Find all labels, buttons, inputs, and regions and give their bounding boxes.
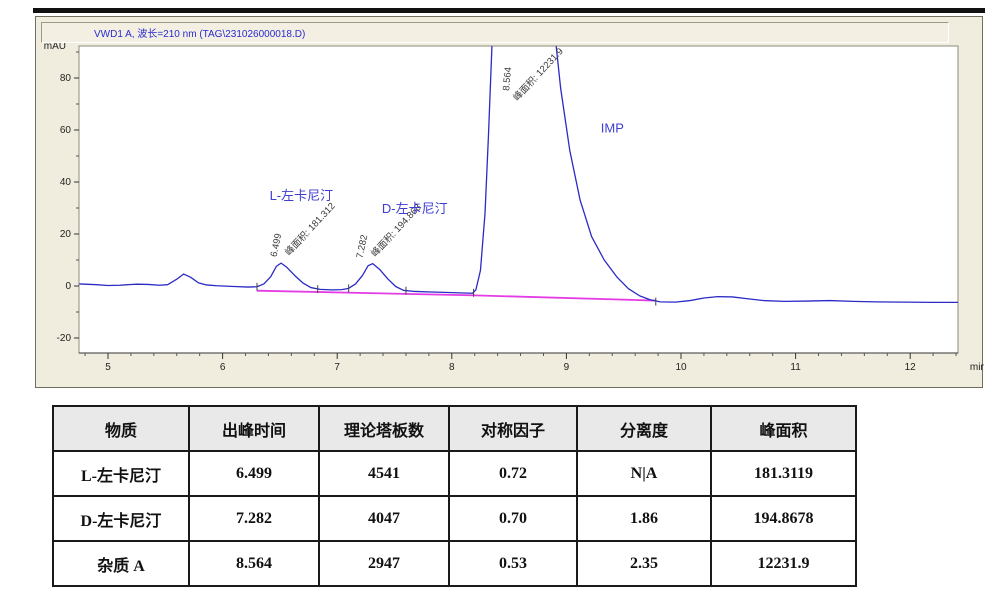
table-header-cell: 峰面积: [710, 405, 857, 452]
table-row: 杂质 A 8.564 2947 0.53 2.35 12231.9: [52, 540, 857, 587]
table-cell: 4541: [318, 450, 450, 497]
x-tick-label: 8: [449, 362, 455, 373]
table-cell: 194.8678: [710, 495, 857, 542]
peak-results-table: 物质 出峰时间 理论塔板数 对称因子 分离度 峰面积 L-左卡尼汀 6.499 4541 0.7…: [52, 405, 857, 587]
table-header-cell: 理论塔板数: [318, 405, 450, 452]
chromatogram-panel: VWD1 A, 波长=210 nm (TAG\231026000018.D) -…: [35, 16, 984, 388]
x-tick-label: 5: [105, 362, 111, 373]
table-cell: 2947: [318, 540, 450, 587]
integration-baseline: [256, 289, 656, 302]
y-tick-label: -20: [57, 333, 72, 344]
plot-area: [78, 45, 959, 354]
table-cell: 杂质 A: [52, 540, 190, 587]
table-cell: 0.53: [448, 540, 578, 587]
signal-title: VWD1 A, 波长=210 nm (TAG\231026000018.D): [94, 29, 306, 40]
table-body: L-左卡尼汀 6.499 4541 0.72 N|A 181.3119 D-左卡尼汀 7.28…: [52, 450, 857, 587]
table-header-cell: 物质: [52, 405, 190, 452]
y-tick-label: 80: [60, 73, 72, 84]
peak-rt-label: 8.564: [501, 67, 514, 92]
compound-name-label: IMP: [601, 121, 624, 136]
signal-title-bar: VWD1 A, 波长=210 nm (TAG\231026000018.D): [41, 22, 949, 43]
compound-name-label: D-左卡尼汀: [382, 201, 448, 216]
peak-rt-label: 7.282: [355, 234, 371, 260]
table-cell: D-左卡尼汀: [52, 495, 190, 542]
x-axis-unit: min: [970, 362, 984, 373]
x-tick-label: 12: [905, 362, 917, 373]
table-cell: 4047: [318, 495, 450, 542]
x-tick-label: 11: [790, 362, 801, 373]
y-tick-label: 20: [60, 229, 72, 240]
table-cell: 7.282: [188, 495, 320, 542]
table-cell: 8.564: [188, 540, 320, 587]
y-axis-unit: mAU: [44, 43, 66, 52]
table-header: 物质 出峰时间 理论塔板数 对称因子 分离度 峰面积: [52, 405, 857, 452]
compound-name-label: L-左卡尼汀: [270, 188, 334, 203]
table-cell: 0.72: [448, 450, 578, 497]
table-cell: 6.499: [188, 450, 320, 497]
peak-rt-label: 6.499: [269, 232, 285, 258]
chromatogram-trace: [79, 46, 958, 304]
table-header-cell: 出峰时间: [188, 405, 320, 452]
table-cell: 0.70: [448, 495, 578, 542]
table-cell: N|A: [576, 450, 712, 497]
table-cell: 2.35: [576, 540, 712, 587]
table-cell: 1.86: [576, 495, 712, 542]
table-header-cell: 对称因子: [448, 405, 578, 452]
table-row: L-左卡尼汀 6.499 4541 0.72 N|A 181.3119: [52, 450, 857, 497]
chromatogram-plot: -20 0 20 40 60 80 mAU 5 6 7 8 9 10 11 12 min 6.499 7.282 8…: [44, 43, 984, 373]
y-tick-label: 40: [60, 177, 72, 188]
table-header-cell: 分离度: [576, 405, 712, 452]
y-tick-label: 0: [65, 281, 71, 292]
x-tick-label: 9: [564, 362, 570, 373]
table-header-row: 物质 出峰时间 理论塔板数 对称因子 分离度 峰面积: [52, 405, 857, 452]
table-row: D-左卡尼汀 7.282 4047 0.70 1.86 194.8678: [52, 495, 857, 542]
window-top-edge: [33, 8, 985, 13]
table-cell: 181.3119: [710, 450, 857, 497]
x-tick-label: 6: [220, 362, 226, 373]
table-cell: L-左卡尼汀: [52, 450, 190, 497]
table-cell: 12231.9: [710, 540, 857, 587]
x-tick-label: 10: [675, 362, 687, 373]
y-tick-label: 60: [60, 125, 72, 136]
x-tick-label: 7: [334, 362, 340, 373]
